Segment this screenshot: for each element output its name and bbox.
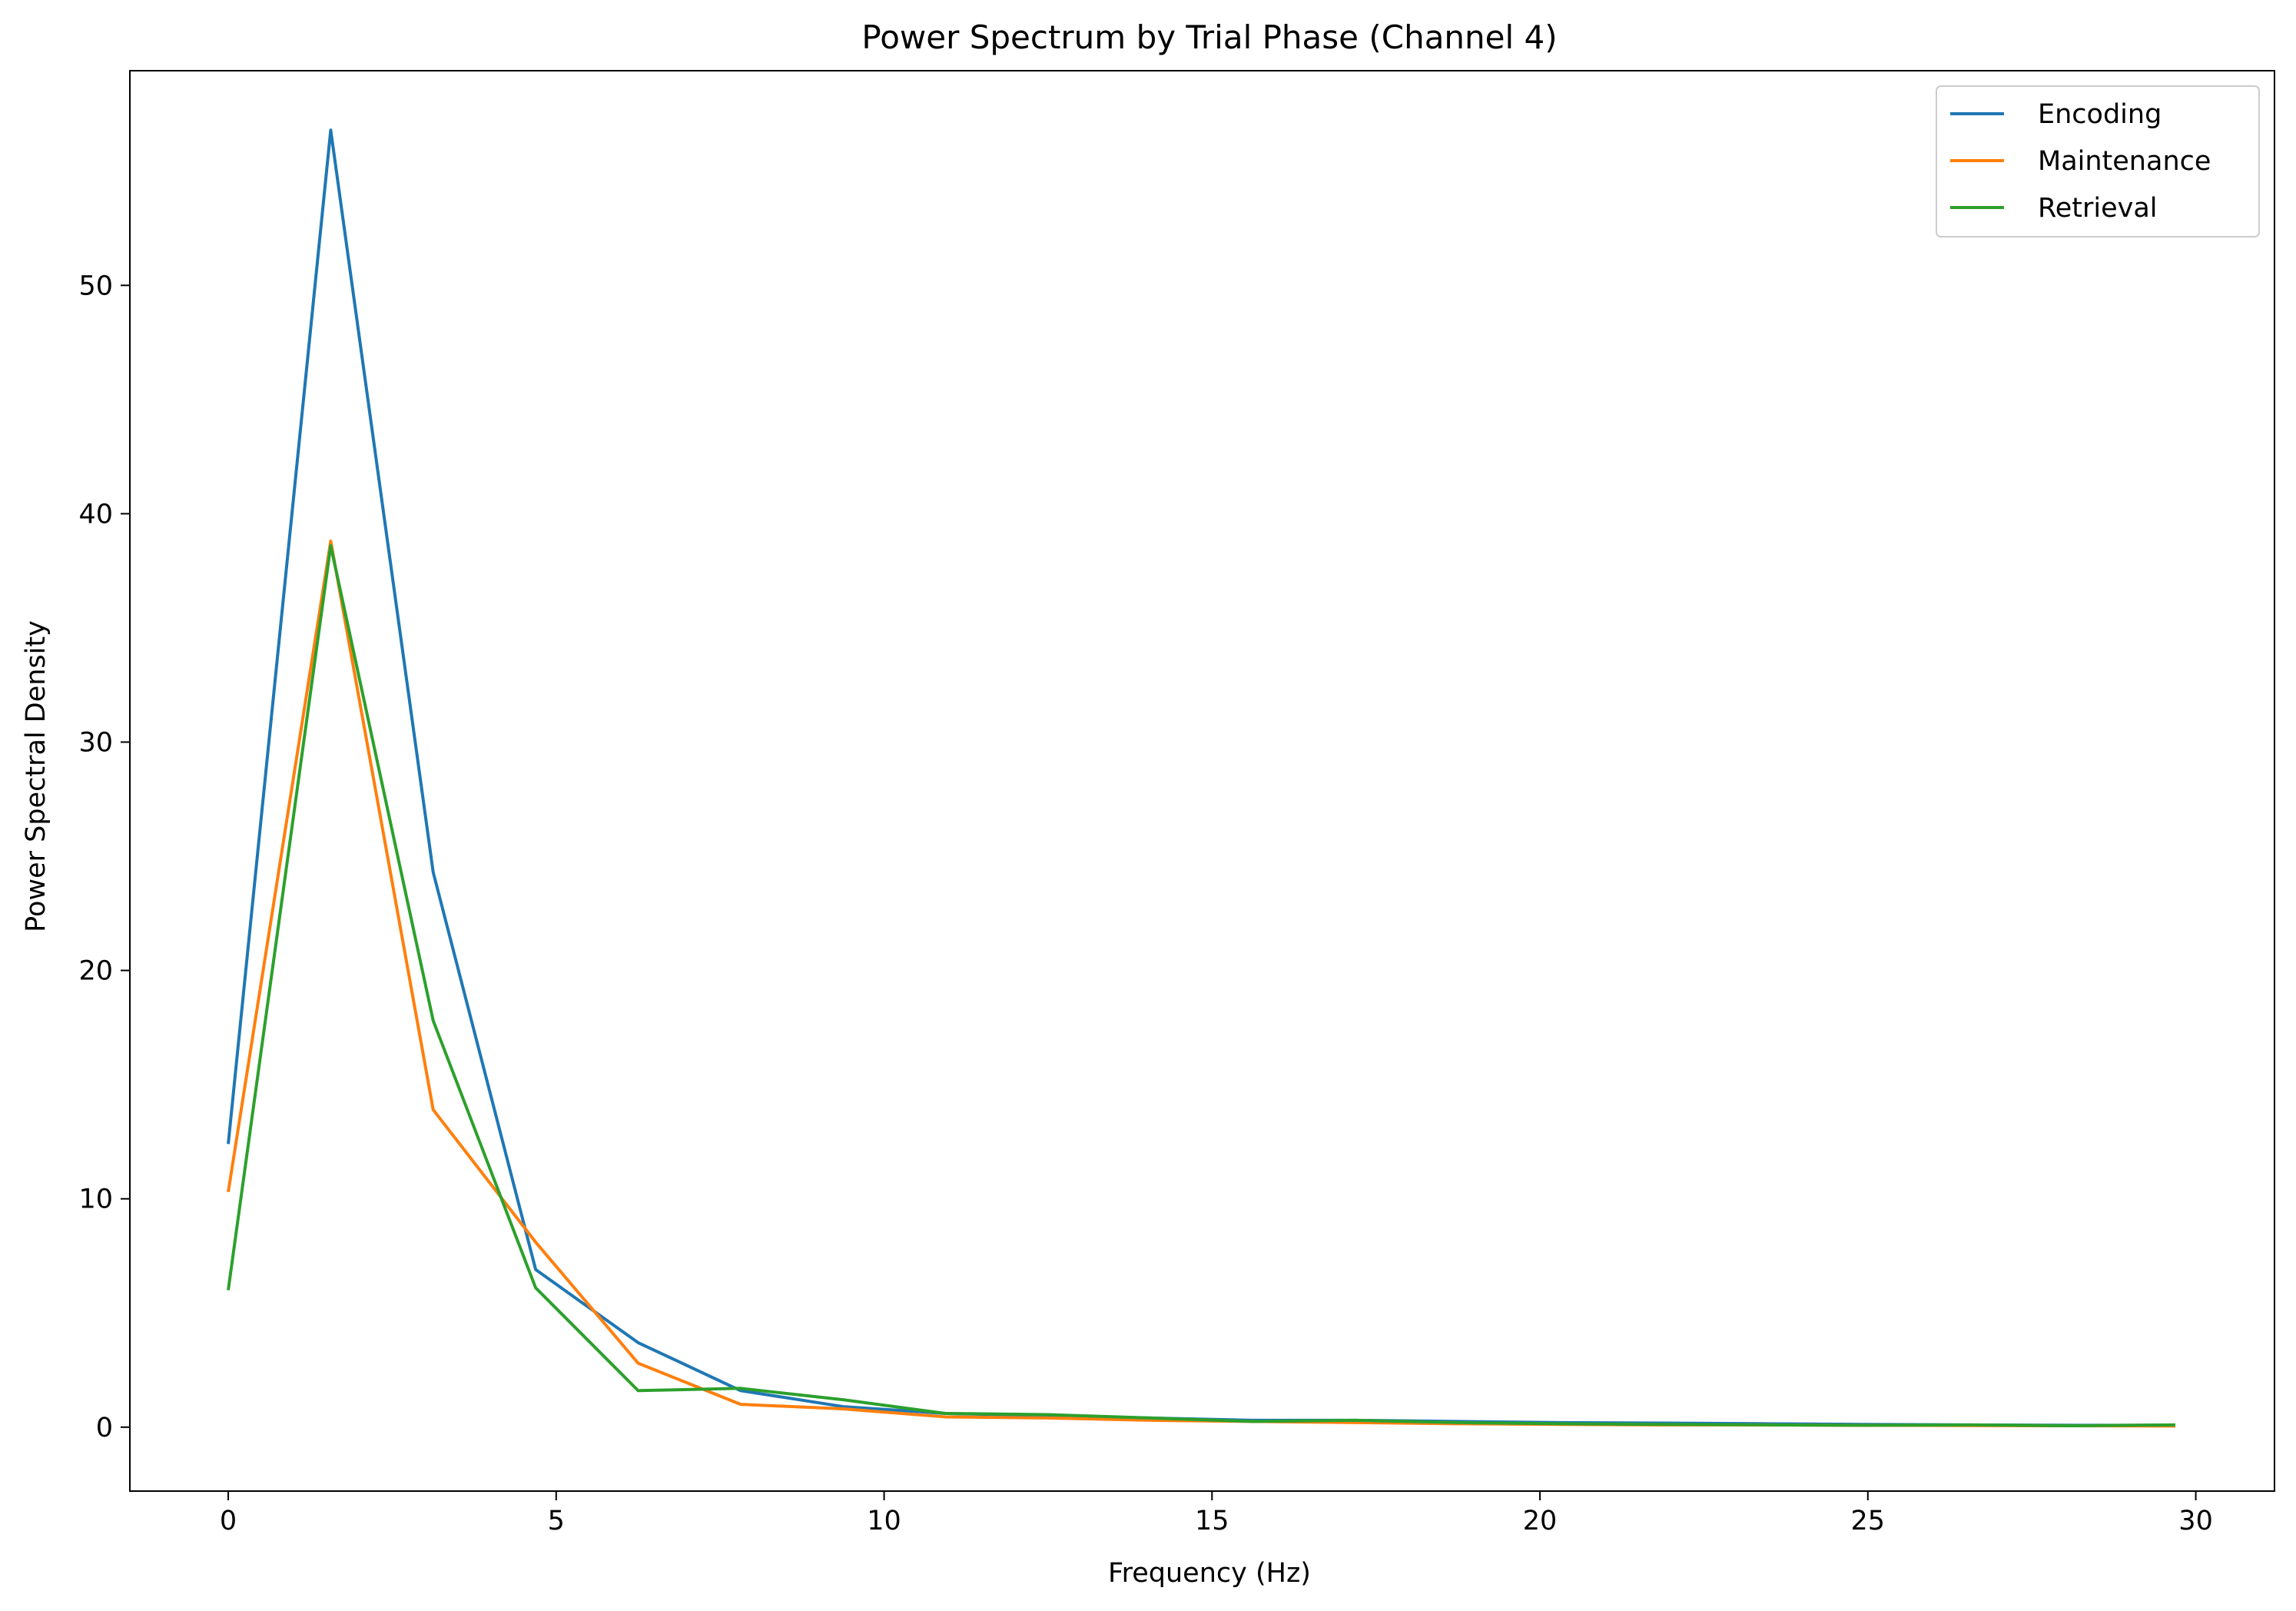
x-tick-label: 0 [220,1506,237,1536]
x-axis-label: Frequency (Hz) [1108,1558,1311,1589]
series-lines [227,128,2175,1428]
y-tick-label: 30 [78,727,113,758]
x-tick-label: 15 [1195,1506,1229,1536]
y-tick-label: 40 [78,499,113,530]
x-tick-label: 20 [1523,1506,1558,1536]
y-axis-label: Power Spectral Density [21,620,51,932]
y-tick-label: 0 [96,1413,113,1443]
ticks: 0 5 10 15 20 25 30 0 10 20 30 40 50 [78,271,2212,1536]
x-tick-label: 10 [867,1506,901,1536]
y-tick-label: 10 [78,1184,113,1215]
legend-label-maintenance: Maintenance [2038,146,2211,177]
legend-box [1936,85,2260,237]
y-tick-label: 20 [78,956,113,987]
legend: Encoding Maintenance Retrieval [1936,85,2260,237]
plot-frame [129,70,2275,1492]
x-tick-label: 5 [548,1506,565,1536]
chart-title: Power Spectrum by Trial Phase (Channel 4… [861,18,1557,56]
legend-label-encoding: Encoding [2038,99,2162,130]
y-tick-label: 50 [78,271,113,301]
series-line-retrieval [227,543,2175,1428]
x-tick-label: 25 [1851,1506,1886,1536]
legend-label-retrieval: Retrieval [2038,193,2158,224]
x-tick-label: 30 [2178,1506,2213,1536]
